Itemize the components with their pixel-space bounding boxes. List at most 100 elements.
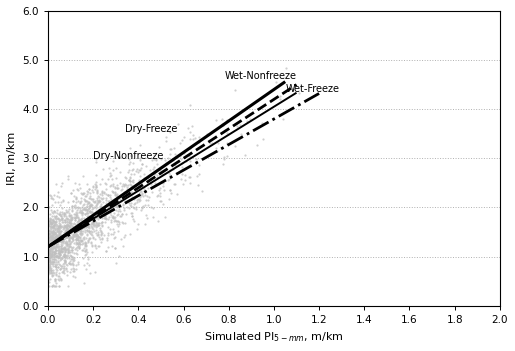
Point — [88, 249, 96, 255]
Point — [56, 251, 64, 257]
Point — [96, 191, 104, 197]
Point — [94, 222, 102, 228]
Point — [92, 179, 100, 185]
Point — [125, 178, 133, 183]
Point — [62, 228, 70, 234]
Point — [67, 227, 76, 233]
Point — [92, 230, 100, 236]
Point — [181, 177, 189, 183]
Point — [58, 256, 66, 261]
Point — [62, 213, 70, 219]
Point — [66, 220, 75, 226]
Point — [52, 237, 60, 242]
Point — [195, 162, 203, 167]
Point — [66, 217, 75, 223]
Point — [83, 200, 92, 205]
Point — [91, 198, 99, 204]
Point — [89, 198, 97, 204]
Point — [70, 256, 78, 261]
Point — [47, 252, 56, 257]
Point — [89, 189, 97, 194]
Point — [98, 223, 107, 229]
Point — [81, 230, 89, 235]
Point — [45, 247, 54, 253]
Point — [57, 249, 65, 254]
Point — [45, 254, 54, 260]
Point — [104, 192, 112, 198]
Point — [47, 210, 56, 215]
Point — [54, 247, 62, 253]
Point — [48, 256, 56, 262]
Point — [136, 142, 145, 147]
Point — [82, 248, 90, 253]
Point — [72, 195, 80, 201]
Point — [75, 240, 83, 245]
Point — [62, 229, 71, 234]
Point — [44, 265, 53, 270]
Point — [96, 220, 105, 226]
Point — [52, 247, 60, 253]
Point — [75, 240, 83, 245]
Point — [44, 254, 53, 259]
Point — [163, 161, 171, 166]
Point — [58, 248, 66, 254]
Point — [49, 231, 57, 237]
Point — [46, 219, 54, 224]
Point — [77, 228, 85, 234]
Point — [48, 245, 57, 251]
Point — [128, 183, 136, 189]
Point — [63, 226, 72, 232]
Point — [75, 222, 83, 228]
Point — [59, 240, 67, 246]
Point — [89, 226, 97, 232]
Point — [80, 245, 89, 250]
Point — [53, 261, 61, 267]
Point — [62, 266, 70, 272]
Point — [86, 193, 94, 199]
Point — [98, 192, 107, 198]
Point — [49, 220, 58, 226]
Point — [71, 205, 79, 211]
Point — [133, 226, 141, 232]
Point — [74, 198, 82, 204]
Point — [66, 266, 75, 272]
Point — [70, 257, 78, 263]
Point — [135, 193, 144, 198]
Point — [66, 239, 75, 245]
Point — [110, 219, 118, 224]
Point — [85, 230, 93, 235]
Point — [85, 208, 94, 213]
Point — [104, 177, 112, 182]
Point — [58, 270, 66, 275]
Point — [92, 221, 100, 227]
Point — [93, 189, 101, 195]
Point — [106, 226, 114, 231]
Point — [67, 225, 75, 231]
Point — [165, 167, 174, 173]
Point — [92, 215, 100, 221]
Point — [80, 242, 89, 248]
Point — [60, 232, 68, 237]
Point — [52, 229, 60, 235]
Point — [55, 250, 63, 256]
Point — [223, 118, 231, 123]
Point — [80, 227, 89, 232]
Point — [246, 116, 254, 122]
Point — [45, 271, 54, 276]
Point — [65, 210, 73, 216]
Point — [129, 195, 137, 200]
Point — [74, 237, 82, 243]
Point — [53, 248, 61, 253]
Point — [44, 244, 53, 249]
Point — [51, 244, 59, 250]
Point — [44, 251, 53, 256]
Point — [84, 213, 93, 218]
Point — [83, 222, 92, 228]
Point — [150, 168, 159, 174]
Point — [47, 221, 55, 227]
Point — [80, 207, 89, 213]
Point — [140, 176, 148, 181]
Point — [51, 276, 59, 282]
Point — [55, 273, 63, 279]
Point — [61, 220, 70, 225]
